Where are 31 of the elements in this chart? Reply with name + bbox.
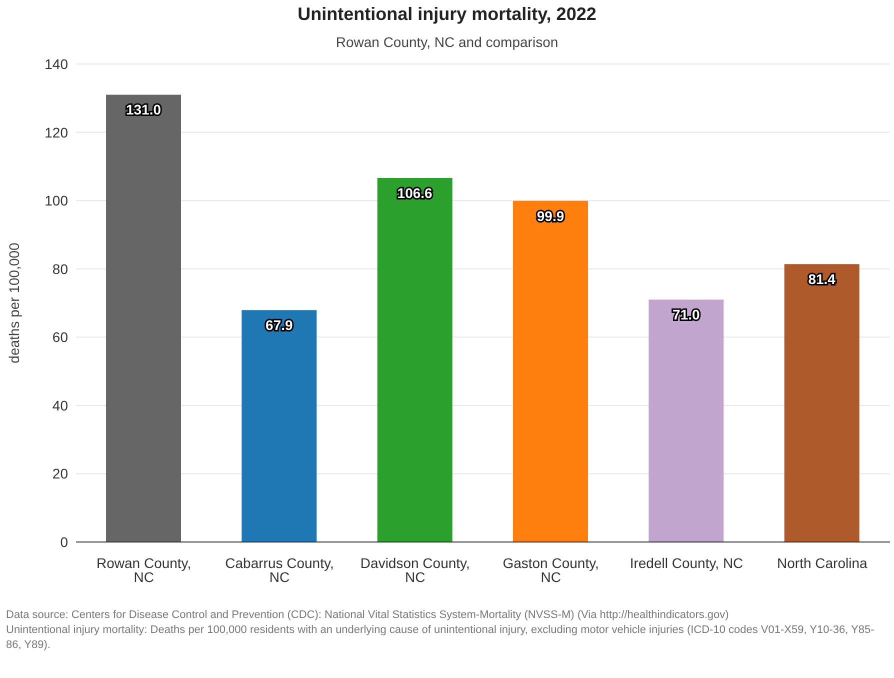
y-tick-label: 40 (52, 397, 68, 414)
x-tick-label: Gaston County, NC (502, 554, 599, 585)
data-label: 71.0 (672, 306, 700, 323)
y-tick-label: 140 (44, 56, 68, 72)
data-label: 106.6 (397, 184, 433, 201)
x-tick-label: Cabarrus County, NC (225, 554, 334, 585)
y-tick-label: 100 (44, 192, 68, 209)
bar (784, 264, 860, 542)
source-note: Data source: Centers for Disease Control and Prevention (CDC): National Vital Statistics System-Mortality (NVSS-M) (Via http://healthindicators.gov) (6, 608, 730, 623)
chart-subtitle: Rowan County, NC and comparison (334, 34, 560, 50)
text: Unintentional injury mortality: Deaths per 100,000 residents with an underlying cause of unintentional injury, excluding motor vehicle injuries (ICD-10 codes V01-X59, Y10-36, Y85-86, Y89). (6, 623, 876, 653)
data-label: 81.4 (808, 271, 836, 288)
y-tick-label: 0 (60, 534, 68, 550)
x-tick-label: North Carolina (777, 554, 868, 571)
data-label: 67.9 (266, 317, 294, 334)
bar (513, 200, 588, 542)
y-tick-label: 60 (52, 329, 68, 346)
bar (242, 310, 317, 542)
data-label: 99.9 (536, 208, 564, 224)
x-tick-label: Davidson County, NC (360, 554, 470, 585)
y-tick-label: 120 (44, 124, 68, 140)
x-tick-label: Rowan County, NC (96, 554, 192, 585)
y-axis-title: deaths per 100,000 (6, 242, 22, 364)
bar (377, 178, 452, 542)
x-tick-label: Iredell County, NC (630, 554, 744, 571)
data-label: 131.0 (126, 102, 162, 118)
y-tick-label: 80 (52, 260, 68, 277)
bar (106, 94, 181, 542)
y-tick-label: 20 (52, 466, 68, 482)
bar (648, 300, 724, 542)
chart-title: Unintentional injury mortality, 2022 (296, 4, 598, 25)
